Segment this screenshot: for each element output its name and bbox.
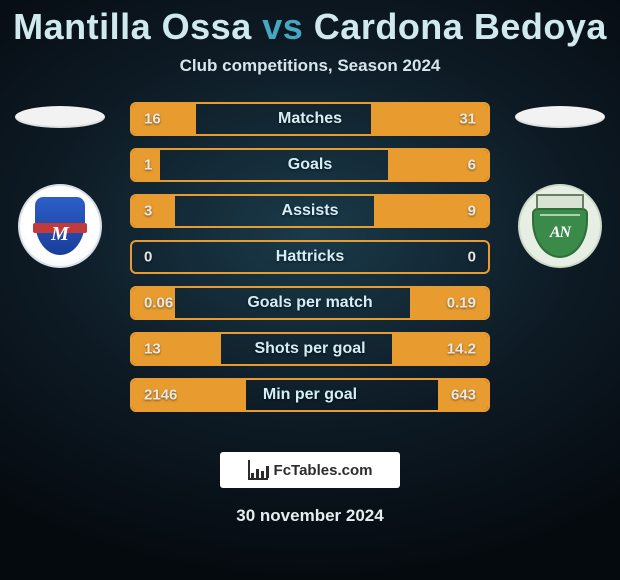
stat-label: Goals	[288, 156, 332, 174]
page-title: Mantilla Ossa vs Cardona Bedoya	[0, 0, 620, 48]
stat-row: 3 9 Assists	[130, 194, 490, 228]
stat-label: Goals per match	[247, 294, 372, 312]
player2-name: Cardona Bedoya	[314, 6, 607, 47]
stat-value-left: 0.06	[144, 295, 173, 312]
vs-separator: vs	[262, 6, 303, 47]
stat-value-right: 6	[468, 157, 476, 174]
right-flag-icon	[515, 106, 605, 128]
stat-value-left: 13	[144, 341, 161, 358]
right-side: AN	[500, 102, 620, 268]
stat-label: Hattricks	[276, 248, 344, 266]
brand-chart-icon	[248, 460, 268, 480]
stat-row: 2146 643 Min per goal	[130, 378, 490, 412]
stat-value-left: 16	[144, 111, 161, 128]
player1-name: Mantilla Ossa	[13, 6, 252, 47]
stat-fill-left	[132, 196, 175, 226]
left-side: M	[0, 102, 120, 268]
stat-row: 0 0 Hattricks	[130, 240, 490, 274]
brand-box[interactable]: FcTables.com	[220, 452, 400, 488]
subtitle: Club competitions, Season 2024	[0, 56, 620, 76]
stat-value-left: 1	[144, 157, 152, 174]
left-flag-icon	[15, 106, 105, 128]
stat-value-left: 0	[144, 249, 152, 266]
footer-date: 30 november 2024	[0, 506, 620, 526]
content-wrapper: Mantilla Ossa vs Cardona Bedoya Club com…	[0, 0, 620, 580]
stat-value-left: 3	[144, 203, 152, 220]
stat-value-right: 9	[468, 203, 476, 220]
stat-value-right: 31	[459, 111, 476, 128]
stat-row: 1 6 Goals	[130, 148, 490, 182]
stat-label: Assists	[282, 202, 339, 220]
stat-fill-left	[132, 104, 196, 134]
stat-row: 0.06 0.19 Goals per match	[130, 286, 490, 320]
stat-label: Shots per goal	[254, 340, 365, 358]
stat-value-right: 14.2	[447, 341, 476, 358]
right-shield-text: AN	[550, 224, 570, 242]
brand-text: FcTables.com	[274, 462, 373, 479]
main-layout: M 1631Matches16Goals39Assists00Hattricks…	[0, 102, 620, 424]
stat-row: 16 31 Matches	[130, 102, 490, 136]
stat-label: Matches	[278, 110, 342, 128]
stat-value-right: 643	[451, 387, 476, 404]
left-crest-letter: M	[51, 223, 69, 246]
stat-value-left: 2146	[144, 387, 177, 404]
stat-value-right: 0	[468, 249, 476, 266]
stats-panel: 1631Matches16Goals39Assists00Hattricks0.…	[120, 102, 500, 424]
right-shield-icon: AN	[532, 194, 588, 258]
right-club-badge: AN	[518, 184, 602, 268]
stat-value-right: 0.19	[447, 295, 476, 312]
stat-row: 13 14.2 Shots per goal	[130, 332, 490, 366]
left-club-badge: M	[18, 184, 102, 268]
left-crest-icon: M	[35, 197, 85, 255]
stat-label: Min per goal	[263, 386, 357, 404]
